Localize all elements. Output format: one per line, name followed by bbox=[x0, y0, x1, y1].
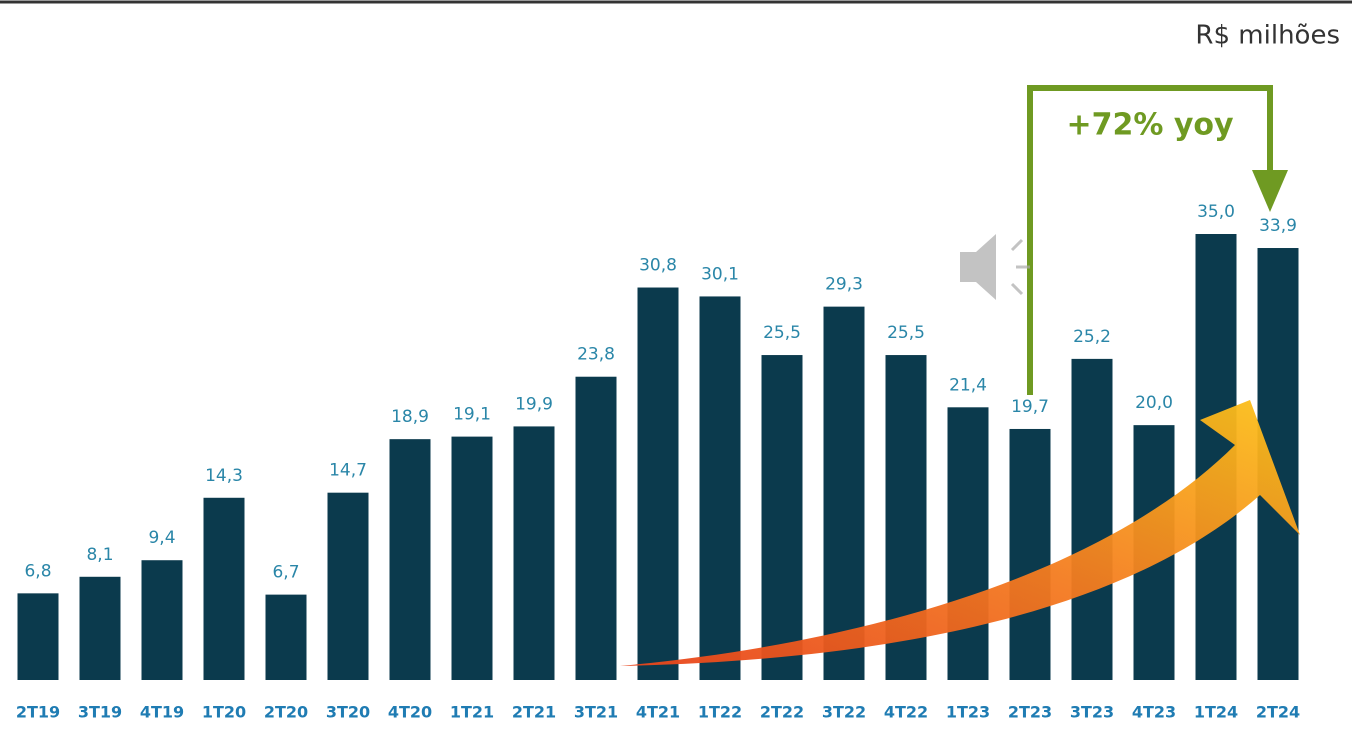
bar bbox=[327, 492, 369, 680]
bar bbox=[637, 287, 679, 680]
value-label: 14,7 bbox=[329, 461, 367, 481]
bar bbox=[823, 306, 865, 680]
x-tick-label: 1T22 bbox=[698, 703, 742, 722]
bar bbox=[947, 407, 989, 680]
value-label: 6,7 bbox=[272, 563, 299, 583]
x-tick-label: 3T20 bbox=[326, 703, 370, 722]
value-label: 30,8 bbox=[639, 256, 677, 276]
bar bbox=[17, 593, 59, 680]
value-label: 8,1 bbox=[86, 545, 113, 565]
x-tick-label: 4T21 bbox=[636, 703, 680, 722]
bar bbox=[141, 560, 183, 680]
x-tick-label: 1T21 bbox=[450, 703, 494, 722]
x-tick-label: 3T23 bbox=[1070, 703, 1114, 722]
speaker-icon bbox=[960, 234, 1030, 300]
value-label: 29,3 bbox=[825, 275, 863, 295]
value-label: 33,9 bbox=[1259, 216, 1297, 236]
x-tick-label: 3T19 bbox=[78, 703, 122, 722]
x-tick-label: 2T24 bbox=[1256, 703, 1300, 722]
bar bbox=[513, 426, 555, 680]
value-label: 19,1 bbox=[453, 405, 491, 425]
value-label: 20,0 bbox=[1135, 393, 1173, 413]
x-tick-label: 4T23 bbox=[1132, 703, 1176, 722]
bar bbox=[203, 497, 245, 680]
x-tick-label: 3T22 bbox=[822, 703, 866, 722]
x-tick-label: 2T20 bbox=[264, 703, 308, 722]
x-tick-label: 4T22 bbox=[884, 703, 928, 722]
value-label: 9,4 bbox=[148, 528, 175, 548]
bar bbox=[761, 355, 803, 680]
value-label: 6,8 bbox=[24, 561, 51, 581]
value-label: 19,9 bbox=[515, 394, 553, 414]
value-label: 19,7 bbox=[1011, 397, 1049, 417]
value-label: 35,0 bbox=[1197, 202, 1235, 222]
value-label: 25,2 bbox=[1073, 327, 1111, 347]
bar bbox=[1009, 428, 1051, 680]
bar bbox=[389, 439, 431, 680]
x-tick-label: 1T23 bbox=[946, 703, 990, 722]
x-tick-label: 2T23 bbox=[1008, 703, 1052, 722]
bar bbox=[265, 594, 307, 680]
bar bbox=[575, 376, 617, 680]
unit-label: R$ milhões bbox=[1195, 21, 1340, 51]
value-label: 25,5 bbox=[763, 323, 801, 343]
value-label: 21,4 bbox=[949, 375, 987, 395]
bar bbox=[451, 436, 493, 680]
yoy-bracket bbox=[1027, 85, 1273, 395]
yoy-annotation: +72% yoy bbox=[1066, 108, 1234, 143]
x-tick-label: 4T19 bbox=[140, 703, 184, 722]
x-tick-label: 2T22 bbox=[760, 703, 804, 722]
value-label: 30,1 bbox=[701, 264, 739, 284]
value-label: 18,9 bbox=[391, 407, 429, 427]
value-label: 23,8 bbox=[577, 345, 615, 365]
growth-arrow bbox=[620, 400, 1300, 666]
bar bbox=[699, 296, 741, 680]
bar bbox=[1071, 358, 1113, 680]
value-label: 25,5 bbox=[887, 323, 925, 343]
x-tick-label: 2T21 bbox=[512, 703, 556, 722]
x-tick-label: 1T20 bbox=[202, 703, 246, 722]
x-tick-label: 1T24 bbox=[1194, 703, 1238, 722]
x-tick-label: 3T21 bbox=[574, 703, 618, 722]
x-tick-label: 2T19 bbox=[16, 703, 60, 722]
bar bbox=[79, 576, 121, 680]
yoy-arrowhead bbox=[1252, 170, 1288, 212]
bars: 6,8 2T19 8,1 3T19 9,4 4T19 14,3 1T20 6,7 2T20 14,7… bbox=[16, 202, 1300, 722]
x-tick-label: 4T20 bbox=[388, 703, 432, 722]
value-label: 14,3 bbox=[205, 466, 243, 486]
